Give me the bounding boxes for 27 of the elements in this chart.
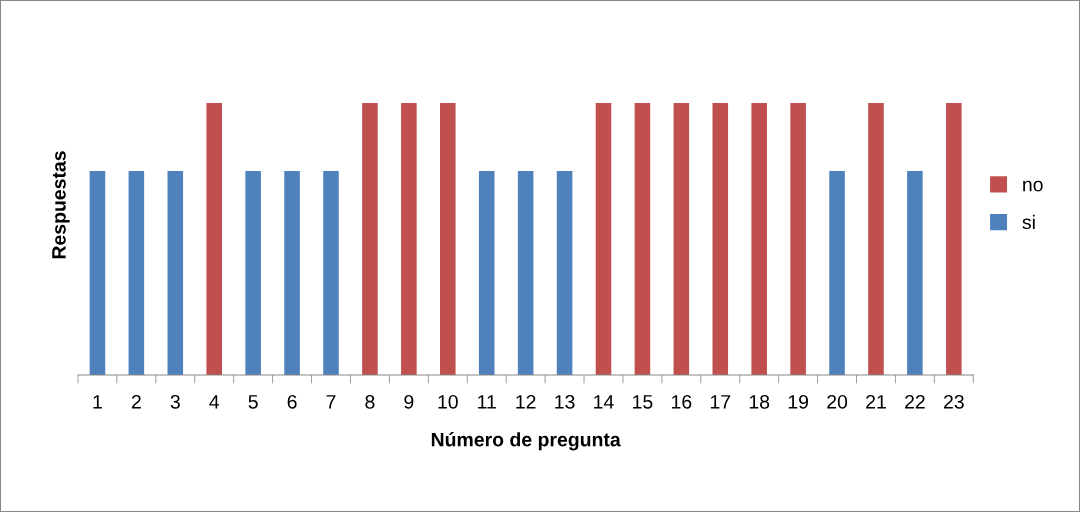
x-tick-label: 1 — [93, 395, 102, 409]
x-tick-label: 10 — [438, 394, 458, 409]
x-tick-label: 23 — [944, 394, 964, 409]
x-tick-label: 5 — [248, 395, 258, 409]
x-tick-label: 11 — [478, 395, 496, 409]
x-tick-label: 9 — [404, 394, 414, 409]
x-tick-label: 4 — [209, 395, 220, 409]
legend-label: si — [1022, 214, 1035, 230]
x-tick-label: 2 — [131, 394, 141, 409]
x-tick-label: 22 — [905, 394, 925, 409]
x-tick-label: 14 — [594, 395, 614, 409]
x-tick-label: 16 — [672, 394, 692, 409]
x-tick-label: 20 — [827, 394, 848, 409]
legend-label: no — [1023, 180, 1043, 192]
x-tick-label: 21 — [866, 394, 886, 409]
y-axis-title: Respuestas — [52, 151, 70, 259]
x-tick-label: 15 — [633, 395, 653, 409]
x-tick-label: 8 — [365, 394, 375, 409]
x-axis-title: Número de pregunta — [431, 432, 621, 451]
x-tick-label: 3 — [170, 394, 180, 409]
x-tick-label: 6 — [287, 394, 297, 409]
x-tick-label: 19 — [788, 394, 809, 409]
x-tick-label: 18 — [749, 394, 770, 409]
x-tick-label: 7 — [326, 395, 336, 409]
x-tick-label: 12 — [516, 394, 536, 409]
x-tick-label: 13 — [555, 394, 575, 409]
x-tick-label: 17 — [710, 395, 731, 409]
